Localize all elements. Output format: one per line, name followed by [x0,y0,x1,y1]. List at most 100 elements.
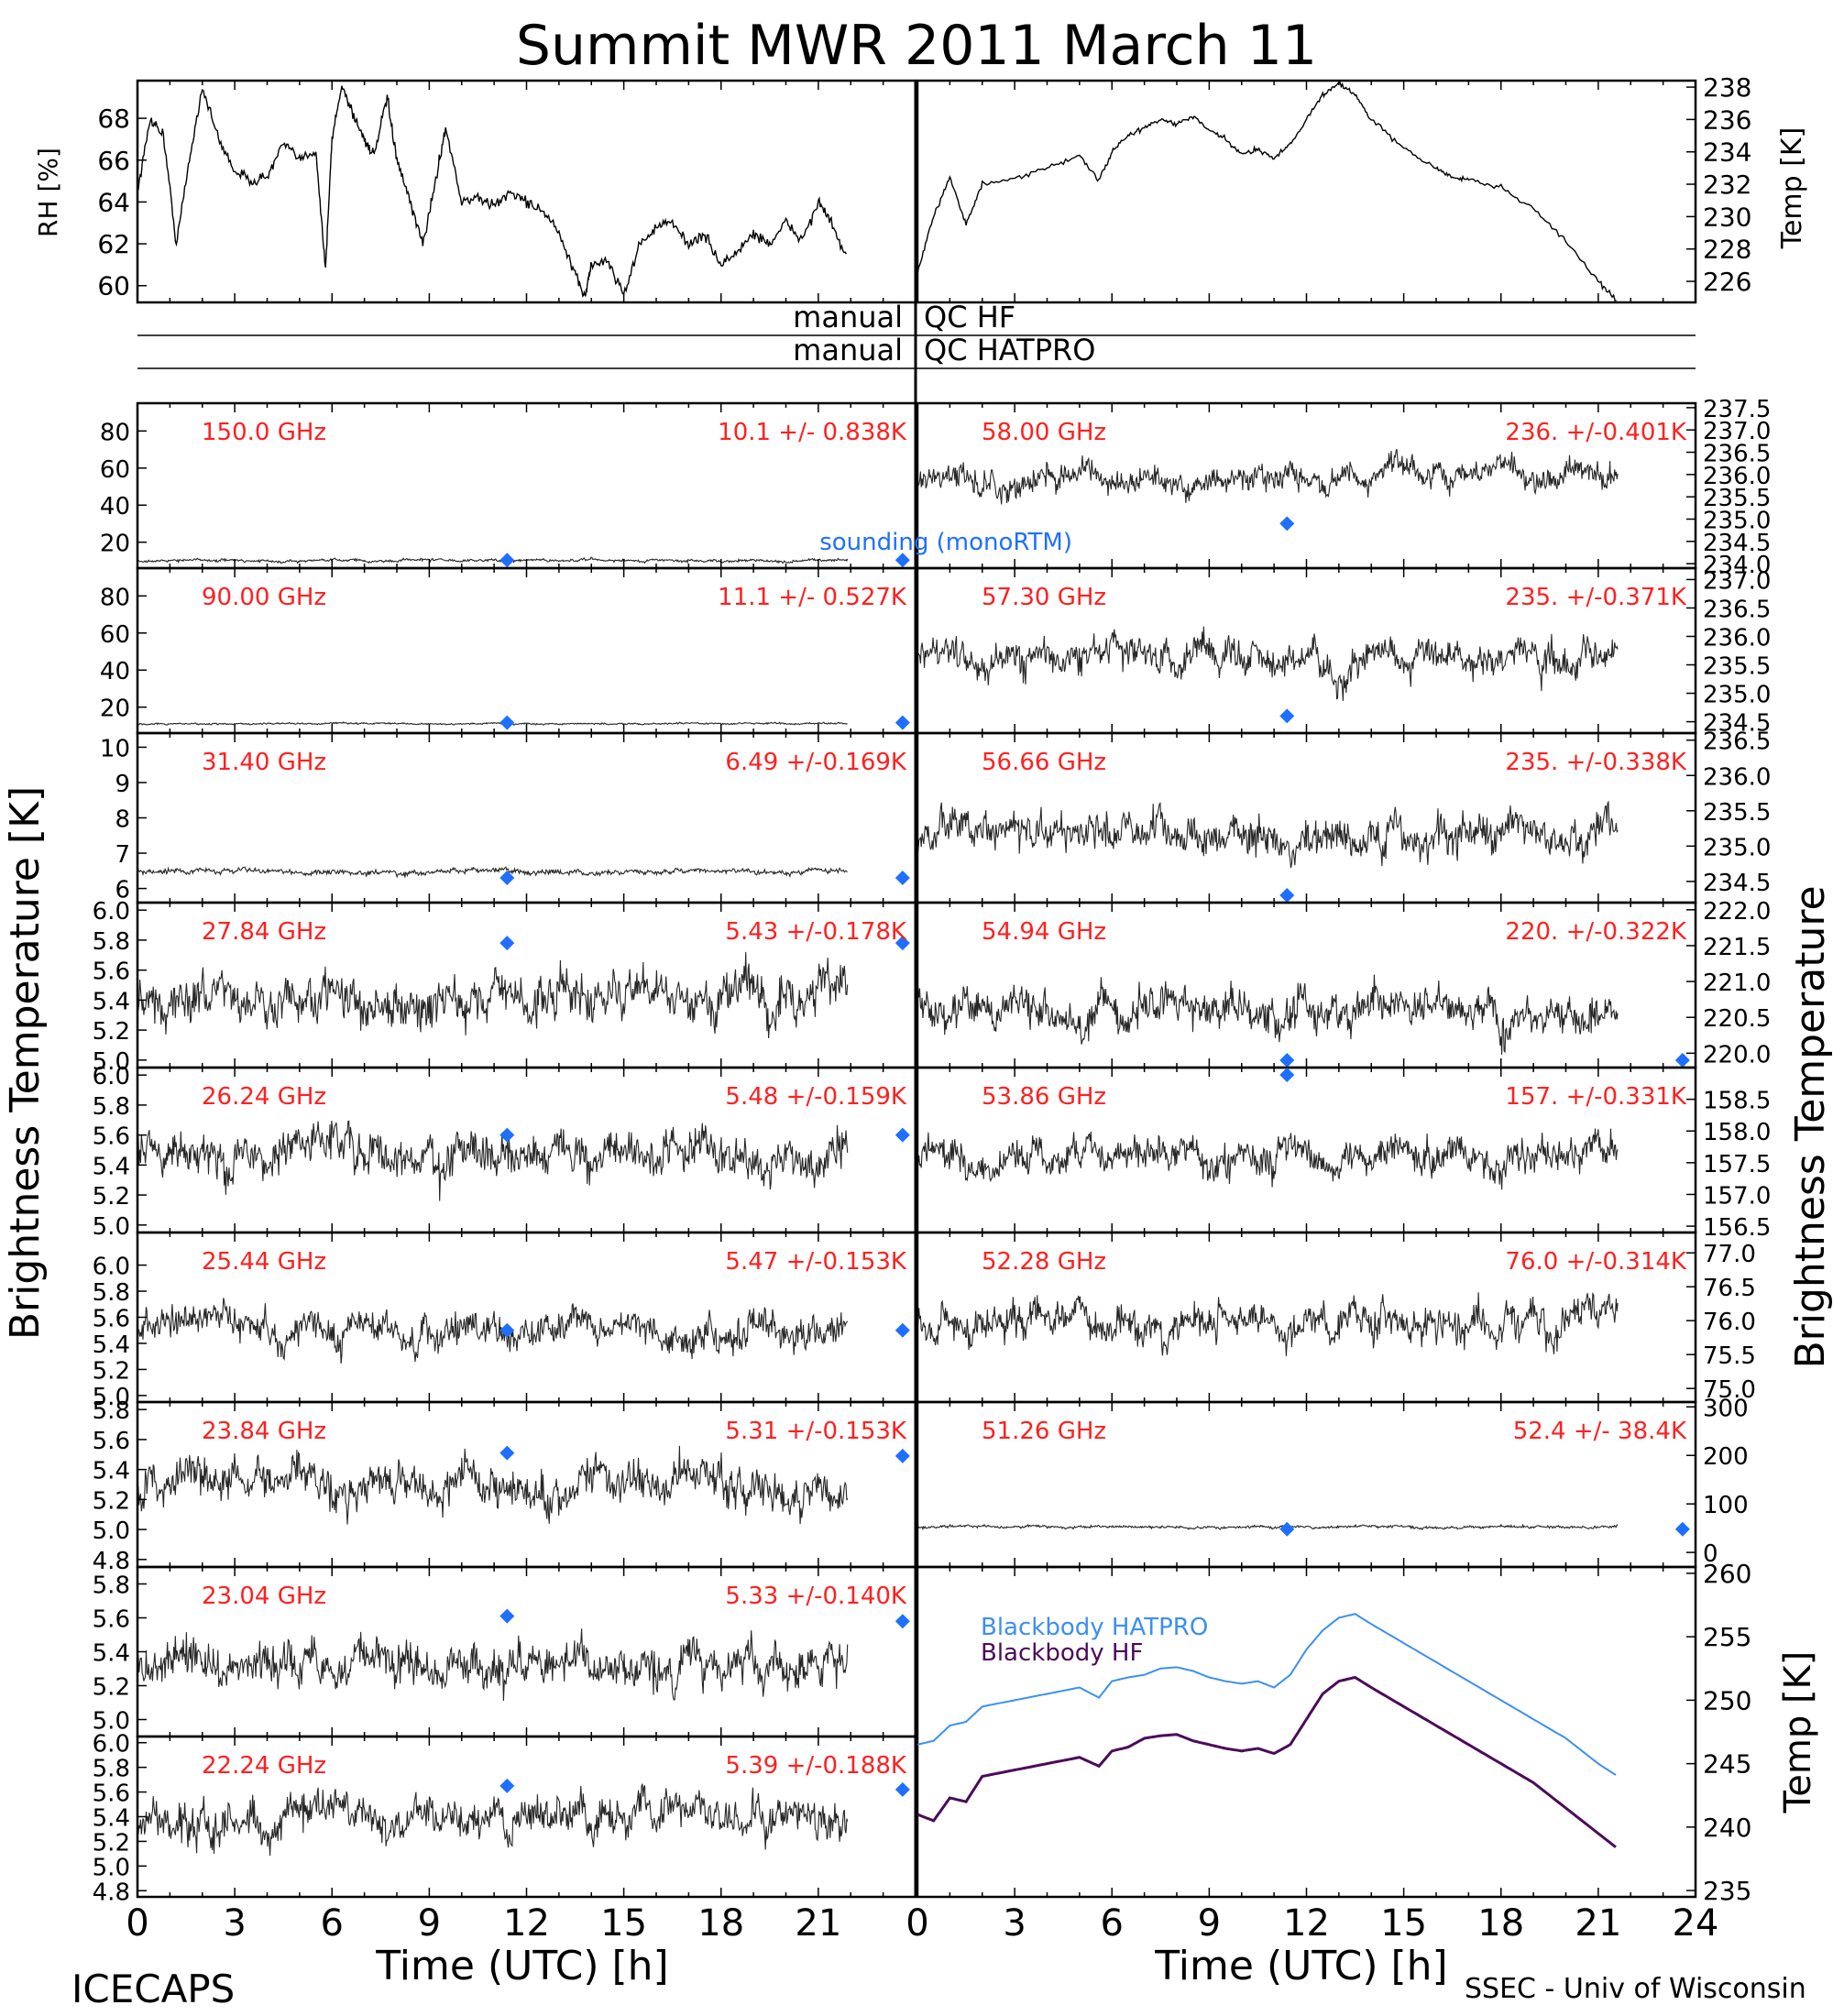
ch5730-ytick-label: 236.0 [1703,624,1771,652]
ch5666-sounding-point-0 [1279,888,1295,903]
ch5228-stat-label: 76.0 +/-0.314K [1505,1248,1687,1276]
ch150-sounding-point-0 [499,553,515,568]
temp-ytick-label: 232 [1703,170,1751,200]
rh-ytick-label: 64 [97,187,130,217]
ch5800-ytick-label: 235.5 [1703,485,1771,512]
ch5666-freq-label: 56.66 GHz [982,749,1106,776]
ch90-data [137,721,848,726]
ch2384-stat-label: 5.31 +/-0.153K [725,1418,907,1445]
ch90-freq-label: 90.00 GHz [202,584,326,611]
ch5126-stat-label: 52.4 +/- 38.4K [1513,1418,1687,1445]
ch2224-freq-label: 22.24 GHz [202,1752,326,1780]
ch5228-ytick-label: 76.0 [1703,1309,1756,1336]
ch2304-stat-label: 5.33 +/-0.140K [725,1583,907,1610]
ch5494-ytick-label: 222.0 [1703,898,1771,926]
ch2384-ytick-label: 5.2 [93,1487,130,1515]
ch90-ytick-label: 20 [100,696,130,723]
temp-ytick-label: 228 [1703,235,1751,265]
blackbody-ytick-label: 250 [1703,1685,1751,1715]
ch2784-ytick-label: 5.4 [93,988,130,1015]
left-xtick-label: 21 [795,1902,841,1945]
ch5666-ytick-label: 236.5 [1703,729,1771,756]
ch2224-stat-label: 5.39 +/-0.188K [725,1752,907,1780]
ch5494-sounding-point-1 [1674,1053,1690,1068]
ch90-series [137,721,848,726]
ch2544-sounding-point-1 [895,1322,910,1338]
left-xlabel: Time (UTC) [h] [375,1943,668,1989]
left-xtick-label: 9 [418,1902,441,1945]
blackbody-ylabel: Temp [K] [1777,1651,1819,1814]
ch2784-freq-label: 27.84 GHz [202,918,326,946]
ch5800-ytick-label: 234.0 [1703,552,1771,579]
ch150-stat-label: 10.1 +/- 0.838K [718,419,907,446]
ch5730-sounding-point-0 [1279,708,1295,724]
ch5126-ytick-label: 200 [1703,1443,1749,1471]
qc-row-1-left: manual [793,300,903,334]
ch31-ytick-label: 7 [115,841,130,869]
ch150-ytick-label: 80 [100,419,130,446]
ch2784-series [137,951,849,1039]
right-xtick-label: 21 [1575,1902,1621,1945]
ch2304-data [137,1628,849,1702]
ch5386-ytick-label: 158.5 [1703,1088,1771,1115]
right-xlabel: Time (UTC) [h] [1154,1943,1447,1989]
ch150-ytick-label: 20 [100,531,130,558]
ch150-ytick-label: 60 [100,456,130,484]
ch5494-sounding-point-0 [1279,1053,1295,1068]
ch5800-freq-label: 58.00 GHz [982,419,1106,446]
ch5386-data [916,1128,1619,1190]
ch2624-freq-label: 26.24 GHz [202,1083,326,1111]
rh-ytick-label: 62 [97,229,130,259]
ch2784-ytick-label: 5.2 [93,1018,130,1046]
ch2384-ytick-label: 5.6 [93,1428,130,1455]
ch150-ytick-label: 40 [100,493,130,520]
ch5494-data [916,974,1619,1055]
ch31-data [137,866,848,879]
ch2624-ytick-label: 5.0 [93,1213,130,1241]
ch5386-ytick-label: 156.5 [1703,1214,1771,1242]
ch90-ytick-label: 80 [100,584,130,611]
ch2624-ytick-label: 5.8 [93,1093,130,1121]
ch2304-sounding-point-1 [895,1614,910,1629]
ch5228-series [916,1292,1619,1356]
ch5126-ytick-label: 0 [1703,1540,1718,1568]
temp-panel-frame [916,79,1697,304]
ch5666-ytick-label: 235.0 [1703,834,1771,861]
ch90-sounding-point-1 [895,715,910,730]
ch2224-ytick-label: 5.6 [93,1780,130,1808]
ch5228-data [916,1292,1619,1356]
ch2784-ytick-label: 5.8 [93,928,130,956]
rh-line [137,85,848,299]
ch5494-ytick-label: 220.5 [1703,1005,1771,1033]
footer-left: ICECAPS [71,1967,235,2011]
qc-row-2-left: manual [793,333,903,367]
ch5730-stat-label: 235. +/-0.371K [1505,584,1687,611]
blackbody-ytick-label: 240 [1703,1813,1751,1843]
right-xtick-label: 6 [1101,1902,1124,1945]
ch5730-freq-label: 57.30 GHz [982,584,1106,611]
ch150-sounding-point-1 [895,553,910,568]
ch2224-sounding-point-1 [895,1781,910,1797]
left-xtick-label: 3 [223,1902,246,1945]
right-xtick-label: 0 [906,1902,928,1945]
ch2624-series [137,1120,849,1201]
ch5730-ytick-label: 235.0 [1703,682,1771,709]
ch5666-ytick-label: 234.5 [1703,870,1771,897]
ch2544-stat-label: 5.47 +/-0.153K [725,1248,907,1276]
ch2784-ytick-label: 5.6 [93,959,130,986]
temp-ytick-label: 226 [1703,267,1751,297]
rh-panel-frame [136,79,917,304]
ch5800-data [916,448,1619,505]
ch2384-sounding-point-0 [499,1445,515,1461]
right-xtick-label: 12 [1283,1902,1330,1945]
ch2544-ytick-label: 5.8 [93,1279,130,1307]
rh-ytick-label: 66 [97,146,130,176]
ch2304-ytick-label: 5.6 [93,1606,130,1634]
rh-ytick-label: 60 [97,271,130,301]
blackbody-ytick-label: 235 [1703,1876,1751,1906]
ch5494-stat-label: 220. +/-0.322K [1505,918,1687,946]
temp-ytick-label: 234 [1703,137,1751,168]
ch5126-sounding-point-1 [1674,1521,1690,1537]
ch2624-ytick-label: 5.2 [93,1183,130,1211]
